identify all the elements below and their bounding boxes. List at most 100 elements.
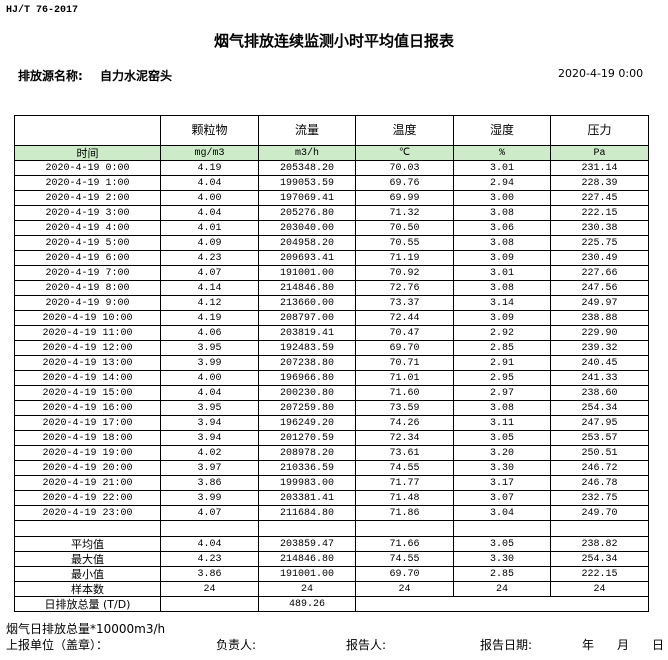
value-cell: 203381.41 <box>258 490 356 506</box>
year: 年 <box>582 638 595 652</box>
value-cell: 3.05 <box>453 430 551 446</box>
blank-cell <box>453 520 551 537</box>
table-row: 颗粒物 流量 温度 湿度 压力 <box>14 115 649 146</box>
value-cell: 199053.59 <box>258 175 356 191</box>
value-cell: 4.00 <box>160 190 259 206</box>
value-cell: 71.86 <box>355 505 454 521</box>
value-cell: 4.14 <box>160 280 259 296</box>
summary-value: 191001.00 <box>258 566 356 582</box>
value-cell: 71.60 <box>355 385 454 401</box>
value-cell: 230.49 <box>550 250 649 266</box>
value-cell: 2.94 <box>453 175 551 191</box>
value-cell: 210336.59 <box>258 460 356 476</box>
time-cell: 2020-4-19 19:00 <box>14 445 161 461</box>
value-cell: 4.19 <box>160 160 259 176</box>
table-row: 2020-4-19 1:00 4.04 199053.59 69.76 2.94 228.… <box>14 175 649 191</box>
value-cell: 70.92 <box>355 265 454 281</box>
value-cell: 3.30 <box>453 460 551 476</box>
value-cell: 208797.00 <box>258 310 356 326</box>
value-cell: 3.08 <box>453 280 551 296</box>
value-cell: 250.51 <box>550 445 649 461</box>
report-date: 报告日期: <box>480 638 533 652</box>
blank-cell <box>160 520 259 537</box>
blank-cell <box>14 520 161 537</box>
unit-cell: m3/h <box>258 145 356 161</box>
table-row: 2020-4-19 3:00 4.04 205276.80 71.32 3.08 222.… <box>14 205 649 221</box>
value-cell: 249.70 <box>550 505 649 521</box>
value-cell: 207238.80 <box>258 355 356 371</box>
value-cell: 2.92 <box>453 325 551 341</box>
table-row: 2020-4-19 7:00 4.07 191001.00 70.92 3.01 227.… <box>14 265 649 281</box>
value-cell: 247.56 <box>550 280 649 296</box>
time-cell: 2020-4-19 16:00 <box>14 400 161 416</box>
value-cell: 3.17 <box>453 475 551 491</box>
value-cell: 249.97 <box>550 295 649 311</box>
value-cell: 4.00 <box>160 370 259 386</box>
table-row: 2020-4-19 11:00 4.06 203819.41 70.47 2.92 229… <box>14 325 649 341</box>
standard: HJ/T 76-2017 <box>6 5 79 16</box>
summary-value: 24 <box>550 581 649 597</box>
value-cell: 3.04 <box>453 505 551 521</box>
summary-label: 样本数 <box>14 581 161 597</box>
value-cell: 2.97 <box>453 385 551 401</box>
value-cell: 69.99 <box>355 190 454 206</box>
value-cell: 71.48 <box>355 490 454 506</box>
table-row: 2020-4-19 21:00 3.86 199983.00 71.77 3.17 246… <box>14 475 649 491</box>
time-cell: 2020-4-19 12:00 <box>14 340 161 356</box>
summary-value: 74.55 <box>355 551 454 567</box>
report-time: 2020-4-19 0:00 <box>558 67 644 80</box>
time-cell: 2020-4-19 2:00 <box>14 190 161 206</box>
value-cell: 70.47 <box>355 325 454 341</box>
summary-value: 24 <box>160 581 259 597</box>
value-cell: 238.88 <box>550 310 649 326</box>
value-cell: 74.26 <box>355 415 454 431</box>
value-cell: 70.50 <box>355 220 454 236</box>
value-cell: 3.20 <box>453 445 551 461</box>
value-cell: 3.01 <box>453 265 551 281</box>
table-row: 平均值 4.04 203859.47 71.66 3.05 238.82 <box>14 536 649 552</box>
report-table: 颗粒物 流量 温度 湿度 压力 时间 mg/m3 m3/h ℃% Pa 2020-4-19 0:00… <box>14 115 649 612</box>
value-cell: 3.99 <box>160 490 259 506</box>
value-cell: 70.71 <box>355 355 454 371</box>
time-cell: 2020-4-19 8:00 <box>14 280 161 296</box>
value-cell: 196966.80 <box>258 370 356 386</box>
time-cell: 2020-4-19 21:00 <box>14 475 161 491</box>
table-row: 2020-4-19 5:00 4.09 204958.20 70.55 3.08 225.… <box>14 235 649 251</box>
value-cell: 70.55 <box>355 235 454 251</box>
unit-cell: % <box>453 145 551 161</box>
value-cell: 71.19 <box>355 250 454 266</box>
summary-value: 203859.47 <box>258 536 356 552</box>
table-row: 2020-4-19 20:00 3.97 210336.59 74.55 3.30 246… <box>14 460 649 476</box>
value-cell: 3.09 <box>453 250 551 266</box>
table-row: 2020-4-19 4:00 4.01 203040.00 70.50 3.06 230.… <box>14 220 649 236</box>
value-cell: 2.85 <box>453 340 551 356</box>
summary-value: 71.66 <box>355 536 454 552</box>
time-cell: 2020-4-19 18:00 <box>14 430 161 446</box>
value-cell: 4.04 <box>160 385 259 401</box>
table-row: 2020-4-19 14:00 4.00 196966.80 71.01 2.95 241… <box>14 370 649 386</box>
summary-value: 24 <box>258 581 356 597</box>
value-cell: 200230.80 <box>258 385 356 401</box>
time-cell: 2020-4-19 23:00 <box>14 505 161 521</box>
table-row: 2020-4-19 8:00 4.14 214846.80 72.76 3.08 247.… <box>14 280 649 296</box>
time-cell: 2020-4-19 1:00 <box>14 175 161 191</box>
time-cell: 2020-4-19 3:00 <box>14 205 161 221</box>
manager: 负责人: <box>216 638 257 652</box>
table-row: 日排放总量 (T/D) 489.26 <box>14 596 649 612</box>
value-cell: 192483.59 <box>258 340 356 356</box>
value-cell: 3.00 <box>453 190 551 206</box>
time-cell: 2020-4-19 22:00 <box>14 490 161 506</box>
value-cell: 3.97 <box>160 460 259 476</box>
table-row: 2020-4-19 2:00 4.00 197069.41 69.99 3.00 227.… <box>14 190 649 206</box>
day: 日 <box>652 638 665 652</box>
summary-value: 3.30 <box>453 551 551 567</box>
value-cell: 69.70 <box>355 340 454 356</box>
table-row: 2020-4-19 22:00 3.99 203381.41 71.48 3.07 232… <box>14 490 649 506</box>
time-cell: 2020-4-19 6:00 <box>14 250 161 266</box>
summary-value: 69.70 <box>355 566 454 582</box>
value-cell: 4.19 <box>160 310 259 326</box>
summary-value: 24 <box>355 581 454 597</box>
summary-value: 214846.80 <box>258 551 356 567</box>
value-cell: 4.07 <box>160 265 259 281</box>
value-cell: 71.01 <box>355 370 454 386</box>
